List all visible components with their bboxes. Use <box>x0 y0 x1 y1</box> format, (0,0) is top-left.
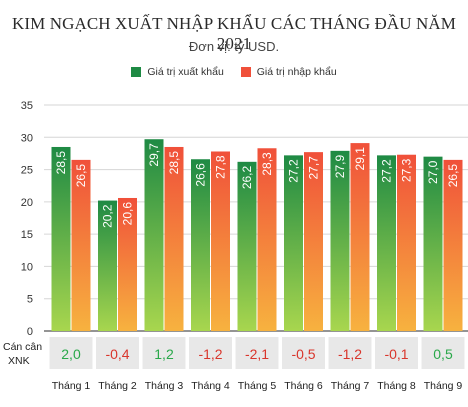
legend-label-import: Giá trị nhập khẩu <box>256 66 337 78</box>
bar-import <box>164 146 184 331</box>
chart-subtitle: Đơn vị: tỷ USD. <box>188 39 280 54</box>
legend-swatch-import <box>240 67 251 77</box>
bar-value-label-import: 27,7 <box>307 156 321 180</box>
balance-value: -2,1 <box>245 346 269 362</box>
bar-export <box>237 161 257 331</box>
bar-value-label-export: 26,6 <box>194 163 208 187</box>
bars: 28,5 26,5 20,2 20,6 29,7 28,5 26,6 27,8 26,2 28,3… <box>51 139 463 331</box>
legend-item-export: Giá trị xuất khẩu <box>131 66 224 78</box>
bar-import <box>257 148 277 331</box>
bar-export <box>51 146 71 331</box>
x-tick-label: Tháng 5 <box>238 380 277 392</box>
bar-import <box>304 152 323 331</box>
x-tick-label: Tháng 1 <box>52 380 91 392</box>
balance-value: -0,5 <box>291 346 315 362</box>
balance-cell <box>49 337 93 369</box>
bar-export <box>284 155 303 331</box>
legend-label-export: Giá trị xuất khẩu <box>147 66 224 78</box>
y-tick-label: 30 <box>21 132 33 144</box>
balance-label: XNK <box>8 355 30 367</box>
bar-value-label-export: 27,2 <box>287 159 301 183</box>
x-tick-label: Tháng 3 <box>145 380 184 392</box>
bar-import <box>118 197 137 331</box>
balance-cell <box>235 337 279 369</box>
balance-value: -0,4 <box>105 346 129 362</box>
bar-value-label-export: 29,7 <box>147 143 161 167</box>
balance-row: Cán cân XNK 2,0 -0,4 1,2 -1,2 -2,1 -0,5 -1,2 -0,1… <box>3 337 465 369</box>
x-tick-label: Tháng 6 <box>284 380 323 392</box>
balance-value: 2,0 <box>61 346 81 362</box>
bar-import <box>350 143 370 331</box>
balance-cell <box>421 337 465 369</box>
balance-value: 1,2 <box>154 346 174 362</box>
chart-title: KIM NGẠCH XUẤT NHẬP KHẨU CÁC THÁNG ĐẦU N… <box>11 14 456 53</box>
bar-import <box>443 159 463 331</box>
bar-value-label-import: 28,5 <box>167 151 181 175</box>
balance-label: Cán cân <box>3 341 42 353</box>
y-tick-label: 35 <box>21 100 33 112</box>
y-tick-label: 10 <box>21 261 33 273</box>
bar-value-label-export: 27,0 <box>426 160 440 184</box>
balance-value: -1,2 <box>338 346 362 362</box>
bar-value-label-import: 27,8 <box>214 155 228 179</box>
bar-import <box>211 151 230 331</box>
balance-cell <box>375 337 418 369</box>
balance-value: 0,5 <box>433 346 453 362</box>
bar-export <box>377 155 396 331</box>
legend-item-import: Giá trị nhập khẩu <box>240 66 337 78</box>
bar-value-label-export: 27,9 <box>333 155 347 179</box>
balance-cell <box>96 337 139 369</box>
bar-value-label-import: 20,6 <box>121 202 135 226</box>
balance-value: -0,1 <box>384 346 408 362</box>
bar-value-label-export: 28,5 <box>54 151 68 175</box>
bar-export <box>191 159 210 331</box>
bar-value-label-export: 27,2 <box>380 159 394 183</box>
bar-export <box>423 156 443 331</box>
x-tick-label: Tháng 2 <box>98 380 137 392</box>
legend-swatch-export <box>131 67 142 77</box>
bar-export <box>330 150 350 331</box>
bar-value-label-export: 26,2 <box>240 166 254 190</box>
y-tick-label: 25 <box>21 165 33 177</box>
bar-export <box>98 200 117 331</box>
balance-cell <box>282 337 325 369</box>
bar-import <box>397 154 416 331</box>
bar-value-label-import: 28,3 <box>260 152 274 176</box>
x-tick-label: Tháng 8 <box>377 380 416 392</box>
y-tick-label: 15 <box>21 229 33 241</box>
bar-value-label-import: 29,1 <box>353 147 367 171</box>
y-tick-label: 20 <box>21 197 33 209</box>
bar-value-label-import: 26,5 <box>74 164 88 188</box>
balance-cell <box>189 337 232 369</box>
balance-value: -1,2 <box>198 346 222 362</box>
bar-import <box>71 159 91 331</box>
bar-value-label-export: 20,2 <box>101 204 115 228</box>
balance-cell <box>328 337 372 369</box>
x-axis: Tháng 1 Tháng 2 Tháng 3 Tháng 4 Tháng 5 Tháng… <box>52 380 463 392</box>
y-tick-label: 5 <box>27 294 33 306</box>
balance-cell <box>142 337 186 369</box>
x-tick-label: Tháng 4 <box>191 380 230 392</box>
x-tick-label: Tháng 7 <box>331 380 370 392</box>
legend: Giá trị xuất khẩu Giá trị nhập khẩu <box>0 66 468 80</box>
y-tick-label: 0 <box>27 326 33 338</box>
bar-value-label-import: 27,3 <box>400 158 414 182</box>
x-tick-label: Tháng 9 <box>424 380 463 392</box>
bar-value-label-import: 26,5 <box>446 164 460 188</box>
bar-export <box>144 139 164 331</box>
